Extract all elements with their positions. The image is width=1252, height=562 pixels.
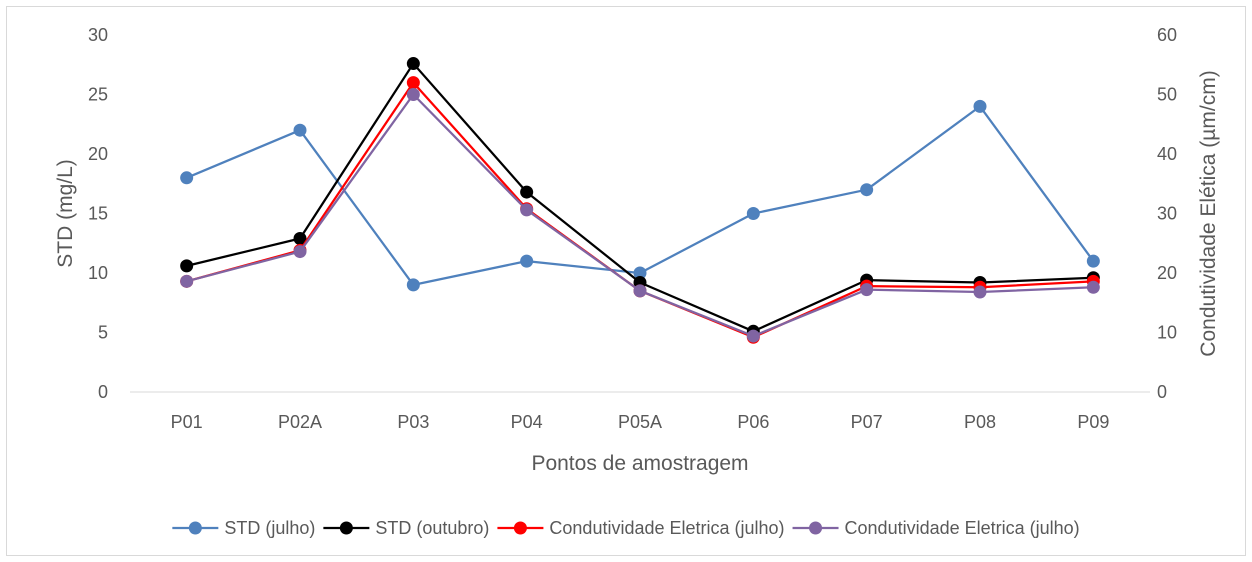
y-left-tick-label: 0 xyxy=(98,382,108,402)
data-point xyxy=(633,284,647,298)
legend-label: STD (julho) xyxy=(224,518,315,538)
chart-frame xyxy=(6,6,1246,556)
y-right-tick-label: 20 xyxy=(1157,263,1177,283)
y-left-tick-label: 15 xyxy=(88,204,108,224)
series-line xyxy=(186,105,1095,287)
data-point xyxy=(973,99,987,113)
legend-label: STD (outubro) xyxy=(375,518,489,538)
x-tick-label: P03 xyxy=(397,412,429,432)
data-point xyxy=(633,266,647,280)
y-left-tick-label: 5 xyxy=(98,323,108,343)
data-point xyxy=(180,171,194,185)
series-group xyxy=(180,99,1100,292)
y-left-tick-label: 25 xyxy=(88,85,108,105)
data-point xyxy=(293,123,307,137)
x-tick-label: P05A xyxy=(618,412,662,432)
x-axis-ticks: P01 P02A P03 P04 P05A P06 P07 P08 P09 xyxy=(171,412,1110,432)
x-axis-title: Pontos de amostragem xyxy=(531,452,748,475)
y-right-tick-label: 0 xyxy=(1157,382,1167,402)
y-axis-right-title: Condutividade Elética (µm/cm) xyxy=(1197,70,1220,356)
y-right-tick-label: 50 xyxy=(1157,85,1177,105)
data-point xyxy=(973,285,987,299)
x-tick-label: P06 xyxy=(737,412,769,432)
data-point xyxy=(860,183,874,197)
x-tick-label: P08 xyxy=(964,412,996,432)
y-right-tick-label: 10 xyxy=(1157,323,1177,343)
legend-marker xyxy=(188,521,202,535)
y-right-tick-label: 30 xyxy=(1157,204,1177,224)
y-axis-left-ticks: 0 5 10 15 20 25 30 xyxy=(88,25,108,402)
data-point xyxy=(746,329,760,343)
legend-marker xyxy=(339,521,353,535)
y-axis-right-ticks: 0 10 20 30 40 50 60 xyxy=(1157,25,1177,402)
data-point xyxy=(1086,280,1100,294)
x-tick-label: P09 xyxy=(1077,412,1109,432)
x-tick-label: P02A xyxy=(278,412,322,432)
data-point xyxy=(406,76,420,90)
y-right-tick-label: 40 xyxy=(1157,144,1177,164)
data-point xyxy=(520,185,534,199)
data-point xyxy=(860,283,874,297)
data-point xyxy=(293,245,307,259)
data-point xyxy=(293,231,307,245)
y-left-tick-label: 30 xyxy=(88,25,108,45)
x-tick-label: P01 xyxy=(171,412,203,432)
data-point xyxy=(406,57,420,71)
y-left-tick-label: 20 xyxy=(88,144,108,164)
series-group xyxy=(180,88,1100,343)
plot-series xyxy=(180,57,1100,344)
legend-marker xyxy=(809,521,823,535)
y-left-tick-label: 10 xyxy=(88,263,108,283)
legend: STD (julho) STD (outubro) Condutividade El… xyxy=(172,518,1080,538)
x-tick-label: P07 xyxy=(851,412,883,432)
data-point xyxy=(406,278,420,292)
data-point xyxy=(180,259,194,273)
data-point xyxy=(180,274,194,288)
legend-label: Condutividade Eletrica (julho) xyxy=(845,518,1080,538)
x-tick-label: P04 xyxy=(511,412,543,432)
legend-label: Condutividade Eletrica (julho) xyxy=(549,518,784,538)
series-line xyxy=(186,81,1094,339)
legend-marker xyxy=(513,521,527,535)
data-point xyxy=(406,88,420,101)
y-right-tick-label: 60 xyxy=(1157,25,1177,45)
data-point xyxy=(1086,254,1100,268)
data-point xyxy=(520,203,534,217)
data-point xyxy=(746,207,760,220)
data-point xyxy=(520,254,534,268)
y-axis-left-title: STD (mg/L) xyxy=(54,159,77,268)
